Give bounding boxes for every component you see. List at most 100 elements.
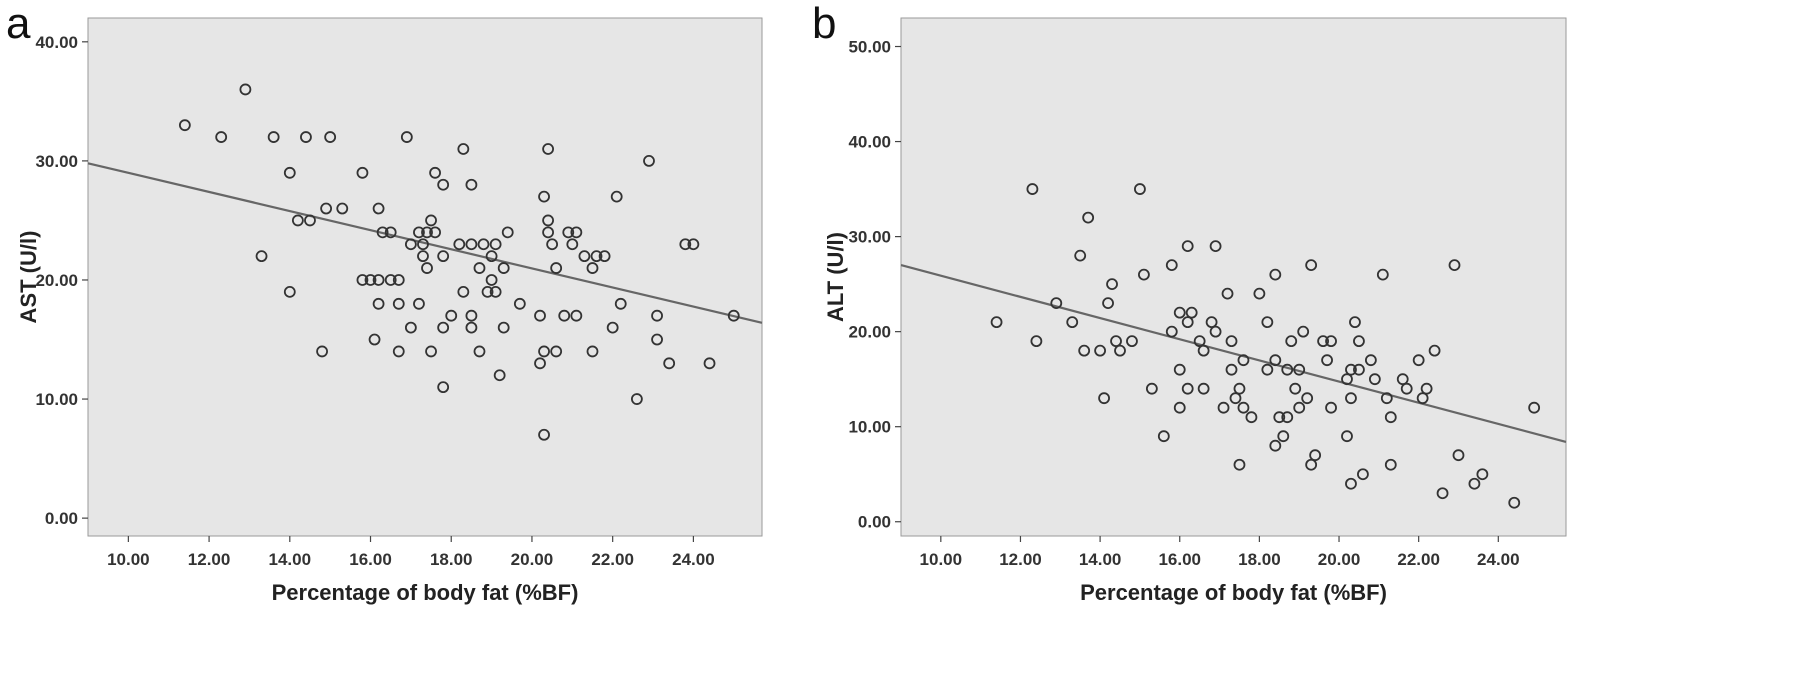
x-tick-label: 18.00 bbox=[430, 550, 473, 569]
data-point bbox=[457, 143, 470, 155]
data-point bbox=[538, 345, 550, 358]
data-point bbox=[990, 316, 1003, 329]
data-point bbox=[255, 250, 268, 263]
data-point bbox=[453, 238, 466, 251]
data-point bbox=[1181, 240, 1194, 253]
data-point bbox=[1026, 183, 1039, 195]
data-point bbox=[1384, 458, 1397, 471]
data-point bbox=[1173, 363, 1186, 376]
data-point bbox=[1428, 344, 1441, 357]
data-point bbox=[1225, 335, 1238, 348]
data-point bbox=[368, 333, 381, 346]
data-point bbox=[1078, 344, 1091, 357]
data-point bbox=[465, 309, 478, 322]
data-point bbox=[1098, 392, 1110, 405]
data-point bbox=[1229, 392, 1242, 405]
data-point bbox=[651, 333, 663, 346]
data-point bbox=[1114, 344, 1126, 357]
data-point bbox=[493, 369, 506, 382]
data-point bbox=[606, 321, 619, 334]
data-point bbox=[1420, 382, 1433, 395]
data-point bbox=[1181, 382, 1194, 395]
data-point bbox=[1273, 411, 1286, 424]
data-point bbox=[1380, 392, 1393, 405]
data-point bbox=[1221, 287, 1234, 300]
data-point bbox=[558, 309, 571, 322]
data-point bbox=[538, 190, 550, 203]
y-tick-label: 40.00 bbox=[848, 133, 891, 152]
data-point bbox=[1345, 477, 1357, 490]
data-point bbox=[437, 178, 450, 191]
data-point bbox=[578, 250, 591, 263]
data-point bbox=[267, 131, 280, 143]
data-point bbox=[1353, 363, 1365, 376]
data-point bbox=[429, 166, 441, 179]
data-point bbox=[477, 238, 490, 251]
data-point bbox=[437, 250, 450, 263]
chart-panel-a: a 0.00 10.00 20.00 30.00 40.00 10.00 12.00 14.00… bbox=[6, 0, 763, 605]
data-point bbox=[1165, 325, 1178, 338]
data-point bbox=[1074, 249, 1087, 262]
data-point bbox=[356, 166, 369, 179]
data-point bbox=[304, 214, 316, 227]
data-point bbox=[1209, 325, 1222, 338]
data-point bbox=[1416, 392, 1429, 405]
data-point bbox=[400, 131, 413, 143]
data-point bbox=[283, 166, 296, 179]
data-point bbox=[1317, 335, 1329, 348]
data-point bbox=[1297, 325, 1310, 338]
data-point bbox=[1281, 363, 1294, 376]
data-point bbox=[239, 83, 252, 96]
data-point bbox=[485, 274, 498, 286]
data-point bbox=[489, 238, 502, 251]
data-point bbox=[473, 345, 486, 358]
x-tick-label: 16.00 bbox=[349, 550, 392, 569]
y-axis-label: ALT (U/l) bbox=[823, 232, 848, 322]
data-point bbox=[1145, 382, 1158, 395]
data-point bbox=[1209, 240, 1222, 253]
data-point bbox=[324, 131, 337, 143]
data-point bbox=[404, 321, 417, 334]
data-point bbox=[1368, 373, 1381, 386]
data-point bbox=[566, 238, 579, 251]
data-point bbox=[465, 178, 478, 191]
panel-letter: b bbox=[812, 0, 836, 48]
data-point bbox=[1165, 259, 1178, 272]
data-point bbox=[425, 345, 437, 358]
chart-panel-b: b 0.00 10.00 20.00 30.00 40.00 50.00 10.00 12.00… bbox=[812, 0, 1567, 605]
data-point bbox=[1452, 449, 1465, 462]
data-point bbox=[1289, 382, 1302, 395]
data-point bbox=[429, 226, 441, 239]
data-point bbox=[586, 345, 599, 358]
plot-area bbox=[87, 17, 763, 537]
data-point bbox=[291, 214, 304, 227]
data-point bbox=[384, 274, 397, 286]
data-point bbox=[421, 226, 433, 239]
x-tick-label: 20.00 bbox=[1318, 550, 1361, 569]
y-tick-label: 0.00 bbox=[858, 513, 891, 532]
data-point bbox=[1468, 477, 1481, 490]
data-point bbox=[421, 262, 433, 274]
data-point bbox=[1325, 401, 1337, 414]
data-point bbox=[1285, 335, 1298, 348]
data-point bbox=[610, 190, 623, 203]
x-axis-label: Percentage of body fat (%BF) bbox=[272, 580, 579, 605]
data-point bbox=[1364, 354, 1377, 367]
data-point bbox=[364, 274, 377, 286]
y-tick-label: 30.00 bbox=[848, 228, 891, 247]
data-point bbox=[497, 321, 510, 334]
data-point bbox=[372, 274, 385, 286]
y-tick-label: 30.00 bbox=[35, 152, 78, 171]
data-point bbox=[703, 357, 716, 370]
x-tick-label: 14.00 bbox=[269, 550, 312, 569]
data-point bbox=[457, 285, 470, 298]
data-point bbox=[1066, 316, 1079, 329]
data-point bbox=[283, 285, 296, 298]
data-point bbox=[1094, 344, 1107, 357]
y-tick-label: 40.00 bbox=[35, 33, 78, 52]
data-point bbox=[1341, 373, 1353, 386]
data-point bbox=[538, 428, 550, 441]
data-point bbox=[1225, 363, 1238, 376]
data-point bbox=[1301, 392, 1314, 405]
data-point bbox=[404, 238, 417, 251]
